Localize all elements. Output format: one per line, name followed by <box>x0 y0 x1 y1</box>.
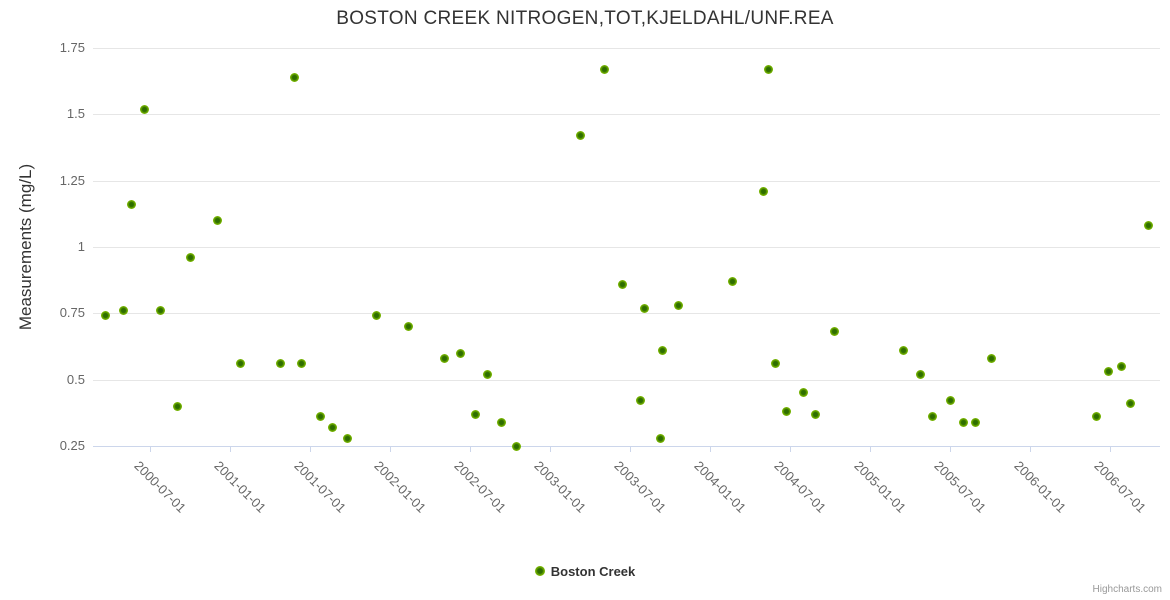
y-axis-tick-label: 0.75 <box>59 305 85 321</box>
legend-item-boston-creek[interactable]: Boston Creek <box>0 561 1170 581</box>
data-point[interactable] <box>618 279 628 289</box>
data-point[interactable] <box>403 322 413 332</box>
data-point[interactable] <box>372 311 382 321</box>
data-point[interactable] <box>328 422 338 432</box>
data-point[interactable] <box>316 412 326 422</box>
x-axis-tick-label-text: 2004-07-01 <box>771 458 830 516</box>
data-point[interactable] <box>928 412 938 422</box>
highcharts-credit-link[interactable]: Highcharts.com <box>1092 584 1162 595</box>
x-axis-tick-label-text: 2006-01-01 <box>1011 458 1070 516</box>
data-point[interactable] <box>782 407 792 416</box>
data-point[interactable] <box>1143 221 1153 231</box>
x-axis-tick <box>310 446 312 452</box>
data-point[interactable] <box>916 369 926 379</box>
data-point[interactable] <box>1103 367 1113 377</box>
data-point[interactable] <box>658 345 668 355</box>
x-axis-tick-label-text: 2004-01-01 <box>691 458 750 516</box>
data-point[interactable] <box>829 327 839 337</box>
data-point[interactable] <box>1117 361 1127 371</box>
data-point[interactable] <box>483 369 493 379</box>
data-point[interactable] <box>185 253 195 263</box>
x-axis-tick <box>1109 446 1111 452</box>
x-axis-tick <box>390 446 392 452</box>
y-gridline <box>93 313 1160 315</box>
y-axis-tick-label: 1.75 <box>59 40 85 55</box>
legend-marker-icon <box>534 566 545 576</box>
data-point[interactable] <box>173 401 183 411</box>
chart-title: BOSTON CREEK NITROGEN,TOT,KJELDAHL/UNF.R… <box>336 8 834 29</box>
data-point[interactable] <box>289 72 299 82</box>
data-point[interactable] <box>100 311 110 321</box>
data-point[interactable] <box>987 353 997 363</box>
x-axis-tick <box>1029 446 1031 452</box>
x-axis-tick-label-text: 2006-07-01 <box>1091 458 1149 516</box>
x-axis-tick-label-text: 2001-01-01 <box>211 458 270 516</box>
data-point[interactable] <box>971 417 981 427</box>
x-axis-tick-label-text: 2005-07-01 <box>931 458 990 516</box>
data-point[interactable] <box>727 276 737 286</box>
y-gridline <box>93 48 1160 49</box>
y-axis-tick-label: 1.5 <box>66 106 85 122</box>
y-gridline <box>93 247 1160 248</box>
x-axis-tick-label-text: 2000-07-01 <box>131 458 190 516</box>
y-gridline <box>93 180 1160 182</box>
data-point[interactable] <box>512 441 522 451</box>
data-point[interactable] <box>636 396 646 406</box>
data-point[interactable] <box>639 303 649 313</box>
data-point[interactable] <box>497 417 507 427</box>
data-point[interactable] <box>758 186 768 196</box>
data-point[interactable] <box>898 345 908 355</box>
x-axis-tick-label-text: 2002-01-01 <box>371 458 430 516</box>
x-axis-tick <box>870 446 872 452</box>
x-axis-tick-label-text: 2003-01-01 <box>531 458 590 516</box>
data-point[interactable] <box>764 64 774 74</box>
data-point[interactable] <box>439 353 449 363</box>
x-axis-tick <box>150 446 152 452</box>
y-gridline <box>93 114 1160 116</box>
data-point[interactable] <box>155 306 165 316</box>
y-axis-tick-label: 0.5 <box>66 371 85 387</box>
data-point[interactable] <box>1092 412 1102 422</box>
data-point[interactable] <box>674 300 684 310</box>
data-point[interactable] <box>119 306 129 316</box>
data-point[interactable] <box>127 200 137 210</box>
data-point[interactable] <box>798 388 808 398</box>
data-point[interactable] <box>576 131 586 141</box>
data-point[interactable] <box>297 359 307 369</box>
data-point[interactable] <box>770 359 780 369</box>
x-axis-tick <box>710 446 712 452</box>
data-point[interactable] <box>470 409 480 419</box>
data-point[interactable] <box>140 104 150 114</box>
data-point[interactable] <box>236 359 246 369</box>
data-point[interactable] <box>656 433 666 443</box>
data-point[interactable] <box>1126 399 1136 409</box>
x-axis-tick <box>550 446 552 452</box>
data-point[interactable] <box>946 396 956 406</box>
y-axis-tick-label: 0.25 <box>59 438 85 453</box>
data-point[interactable] <box>599 64 609 74</box>
data-point[interactable] <box>342 433 352 443</box>
y-axis-tick-label: 1 <box>77 239 85 254</box>
x-axis-tick <box>790 446 792 452</box>
data-point[interactable] <box>959 417 969 427</box>
data-point[interactable] <box>212 215 222 225</box>
x-axis-tick <box>950 446 952 452</box>
x-axis-tick-label-text: 2003-07-01 <box>611 458 670 516</box>
x-axis-tick-label-text: 2002-07-01 <box>451 458 510 516</box>
x-axis-tick <box>630 446 632 452</box>
x-axis-tick <box>230 446 232 452</box>
legend-item-label: Boston Creek <box>550 563 636 579</box>
x-axis-tick-label-text: 2005-01-01 <box>851 458 910 516</box>
y-gridline <box>93 379 1160 381</box>
x-axis-tick <box>470 446 472 452</box>
data-point[interactable] <box>276 359 286 369</box>
data-point[interactable] <box>810 409 820 419</box>
data-point[interactable] <box>455 348 465 358</box>
x-axis-line <box>93 446 1160 447</box>
x-axis-tick-label-text: 2001-07-01 <box>291 458 350 516</box>
y-axis-tick-label: 1.25 <box>59 172 85 188</box>
